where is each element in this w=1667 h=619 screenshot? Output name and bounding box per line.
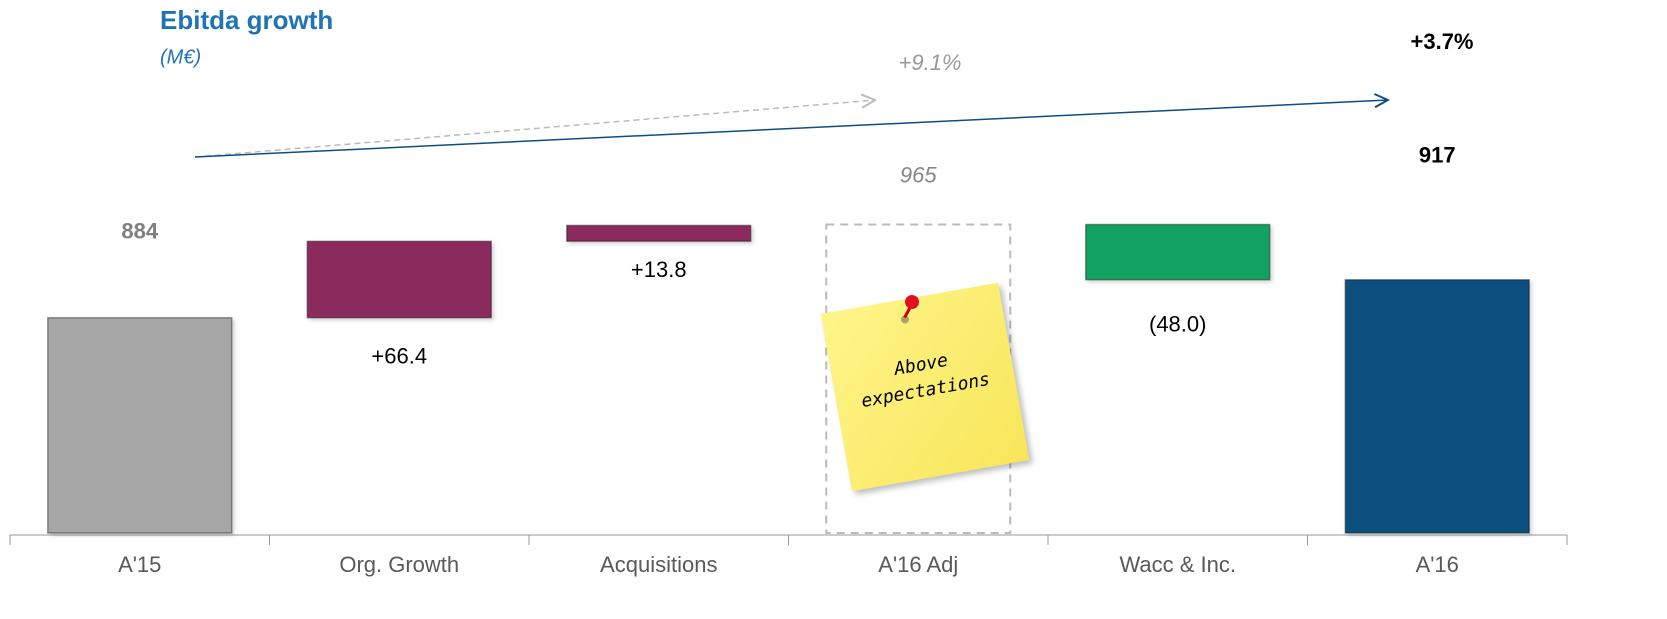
value-label: 965 (900, 162, 937, 187)
growth-arrow-adj (194, 100, 875, 158)
chart-title: Ebitda growth (160, 5, 333, 35)
bar (566, 224, 752, 243)
pin-shadow (900, 315, 909, 324)
bar (1085, 223, 1271, 281)
value-label: +13.8 (631, 257, 687, 282)
x-tick-label: A'15 (118, 552, 161, 577)
pin-head (905, 294, 920, 309)
value-label: +66.4 (371, 344, 427, 369)
growth-arrow (194, 100, 1388, 158)
x-tick-label: Wacc & Inc. (1119, 552, 1236, 577)
bar (306, 240, 492, 319)
chart-subtitle: (M€) (160, 46, 201, 68)
note-paper (820, 282, 1030, 492)
bar (1344, 278, 1530, 534)
growth-label-adj: +9.1% (899, 50, 962, 75)
value-label: 884 (121, 219, 158, 244)
growth-label: +3.7% (1411, 29, 1474, 54)
bar (47, 316, 233, 534)
sticky-note: Above expectations (820, 282, 1030, 492)
value-label: (48.0) (1149, 312, 1206, 337)
x-tick-label: Acquisitions (600, 552, 717, 577)
value-label: 917 (1419, 143, 1456, 168)
x-tick-label: Org. Growth (339, 552, 459, 577)
bars (47, 223, 1530, 535)
x-tick-label: A'16 Adj (878, 552, 958, 577)
x-tick-label: A'16 (1416, 552, 1459, 577)
